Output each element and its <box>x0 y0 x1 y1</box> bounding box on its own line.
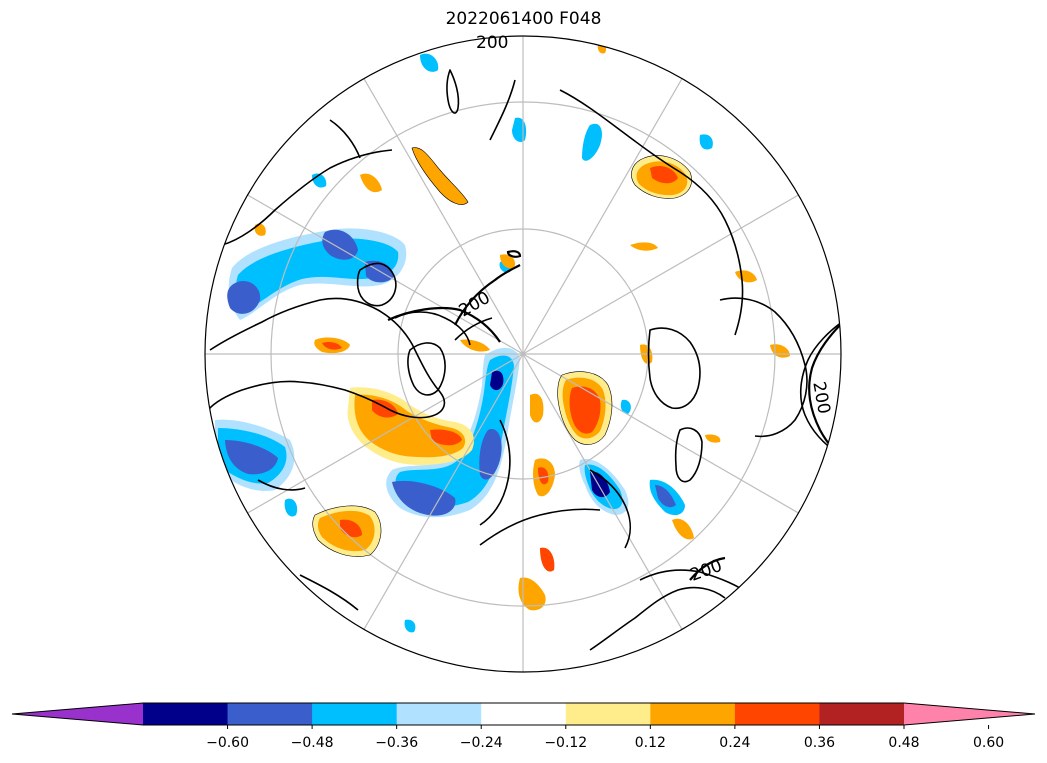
colorbar-tick-label: 0.36 <box>803 735 836 751</box>
colorbar-segment <box>819 703 905 725</box>
colorbar-tick-label: −0.24 <box>459 735 503 751</box>
colorbar-tick-label: −0.48 <box>290 735 334 751</box>
anomaly-field <box>205 36 841 672</box>
colorbar-extend-low <box>12 703 143 725</box>
colorbar-tick-label: −0.36 <box>375 735 419 751</box>
colorbar-tick-label: −0.60 <box>206 735 249 751</box>
colorbar-segments <box>11 702 1036 729</box>
colorbar-segment <box>396 703 482 725</box>
contour-label: 200 <box>688 556 725 586</box>
polar-map: 200 200 200 200 <box>204 33 842 673</box>
colorbar-tick-label: 0.12 <box>634 735 666 751</box>
colorbar-extend-high <box>904 703 1035 725</box>
colorbar-segment <box>312 703 398 725</box>
colorbar-segment <box>227 703 313 725</box>
anomaly-outlines <box>312 147 692 557</box>
map-title: 2022061400 F048 <box>445 9 602 29</box>
positive-anomaly-patches <box>254 44 790 611</box>
colorbar-segment <box>734 703 820 725</box>
colorbar-tick-label: 0.60 <box>972 735 1005 751</box>
colorbar <box>11 702 1036 729</box>
colorbar-tick-label: −0.12 <box>544 735 588 751</box>
colorbar-segment <box>650 703 736 725</box>
colorbar-segment <box>143 703 229 725</box>
contour-lines <box>387 250 841 581</box>
colorbar-segment <box>481 703 567 725</box>
colorbar-tick-label: 0.48 <box>888 735 920 751</box>
colorbar-segment <box>565 703 651 725</box>
map-boundary <box>204 35 842 673</box>
colorbar-tick-label: 0.24 <box>719 735 751 751</box>
negative-anomaly-patches <box>215 53 713 633</box>
contour-label: 200 <box>476 33 508 53</box>
graticule <box>205 36 841 672</box>
colorbar-outline <box>11 702 1036 726</box>
